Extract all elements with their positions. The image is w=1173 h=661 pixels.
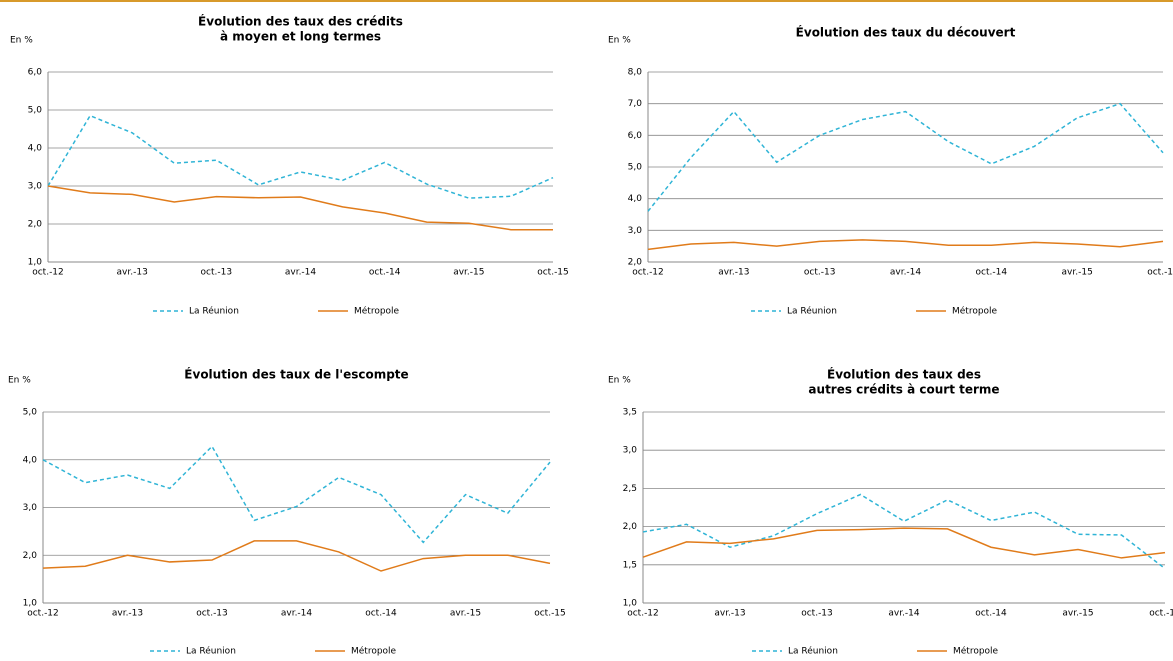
legend-label: La Réunion bbox=[189, 306, 239, 317]
x-tick-label: avr.-15 bbox=[453, 268, 484, 278]
y-tick-label: 3,0 bbox=[628, 226, 643, 236]
y-tick-label: 1,5 bbox=[623, 560, 637, 570]
y-tick-label: 5,0 bbox=[628, 163, 643, 173]
x-tick-label: avr.-13 bbox=[718, 268, 749, 278]
legend-label: Métropole bbox=[952, 306, 998, 317]
y-tick-label: 2,0 bbox=[623, 522, 638, 532]
y-tick-label: 5,0 bbox=[28, 106, 43, 116]
x-tick-label: oct.-12 bbox=[632, 268, 664, 278]
y-tick-label: 3,0 bbox=[23, 503, 38, 513]
x-tick-label: avr.-13 bbox=[112, 609, 143, 619]
x-tick-label: avr.-14 bbox=[281, 609, 313, 619]
y-tick-label: 2,0 bbox=[628, 258, 643, 268]
x-tick-label: oct.-14 bbox=[975, 609, 1007, 619]
y-axis-label: En % bbox=[608, 376, 631, 386]
x-tick-label: oct.-14 bbox=[365, 609, 397, 619]
y-tick-label: 3,0 bbox=[28, 182, 43, 192]
chart-title: Évolution des taux de l'escompte bbox=[184, 367, 408, 382]
x-tick-label: avr.-14 bbox=[888, 609, 920, 619]
y-tick-label: 4,0 bbox=[628, 194, 643, 204]
y-tick-label: 2,5 bbox=[623, 484, 637, 494]
y-axis-label: En % bbox=[608, 36, 631, 46]
x-tick-label: oct.-13 bbox=[801, 609, 833, 619]
series-line bbox=[47, 114, 554, 199]
x-tick-label: oct.-15 bbox=[537, 268, 569, 278]
x-tick-label: oct.-14 bbox=[976, 268, 1008, 278]
legend-label: Métropole bbox=[953, 646, 999, 657]
x-tick-label: avr.-15 bbox=[1062, 268, 1093, 278]
y-tick-label: 6,0 bbox=[28, 68, 43, 78]
chart-title: Évolution des taux des crédits bbox=[198, 14, 403, 29]
legend-label: La Réunion bbox=[788, 646, 838, 657]
legend-label: La Réunion bbox=[186, 646, 236, 657]
y-tick-label: 7,0 bbox=[628, 99, 643, 109]
y-axis-label: En % bbox=[8, 376, 31, 386]
series-line bbox=[642, 527, 1166, 559]
x-tick-label: oct.-12 bbox=[32, 268, 64, 278]
y-tick-label: 8,0 bbox=[628, 68, 643, 78]
y-tick-label: 3,5 bbox=[623, 408, 637, 418]
x-tick-label: oct.-13 bbox=[201, 268, 233, 278]
x-tick-label: oct.-15 bbox=[1147, 268, 1173, 278]
chart-title: Évolution des taux du découvert bbox=[796, 25, 1016, 40]
y-tick-label: 4,0 bbox=[23, 455, 38, 465]
y-tick-label: 1,0 bbox=[28, 258, 43, 268]
y-tick-label: 6,0 bbox=[628, 131, 643, 141]
x-tick-label: avr.-13 bbox=[714, 609, 745, 619]
y-tick-label: 2,0 bbox=[28, 220, 43, 230]
y-tick-label: 5,0 bbox=[23, 408, 38, 418]
x-tick-label: avr.-15 bbox=[450, 609, 481, 619]
y-tick-label: 3,0 bbox=[623, 446, 638, 456]
series-line bbox=[42, 540, 551, 572]
y-tick-label: 2,0 bbox=[23, 551, 38, 561]
y-tick-label: 1,0 bbox=[23, 599, 38, 609]
chart-title: autres crédits à court terme bbox=[808, 383, 999, 397]
x-tick-label: avr.-15 bbox=[1062, 609, 1093, 619]
chart-title: Évolution des taux des bbox=[827, 367, 981, 382]
series-line bbox=[647, 239, 1164, 251]
series-line bbox=[642, 493, 1166, 570]
y-axis-label: En % bbox=[10, 36, 33, 46]
chart-title: à moyen et long termes bbox=[220, 30, 381, 44]
x-tick-label: oct.-12 bbox=[27, 609, 59, 619]
x-tick-label: oct.-15 bbox=[534, 609, 566, 619]
x-tick-label: oct.-14 bbox=[369, 268, 401, 278]
x-tick-label: oct.-12 bbox=[627, 609, 659, 619]
y-tick-label: 1,0 bbox=[623, 599, 638, 609]
x-tick-label: avr.-14 bbox=[285, 268, 317, 278]
x-tick-label: avr.-14 bbox=[890, 268, 922, 278]
legend-label: Métropole bbox=[354, 306, 400, 317]
x-tick-label: oct.-15 bbox=[1149, 609, 1173, 619]
x-tick-label: oct.-13 bbox=[804, 268, 836, 278]
x-tick-label: avr.-13 bbox=[117, 268, 148, 278]
legend-label: Métropole bbox=[351, 646, 397, 657]
legend-label: La Réunion bbox=[787, 306, 837, 317]
x-tick-label: oct.-13 bbox=[196, 609, 228, 619]
series-line bbox=[647, 102, 1164, 212]
series-line bbox=[42, 445, 551, 544]
y-tick-label: 4,0 bbox=[28, 144, 43, 154]
series-line bbox=[47, 185, 553, 231]
